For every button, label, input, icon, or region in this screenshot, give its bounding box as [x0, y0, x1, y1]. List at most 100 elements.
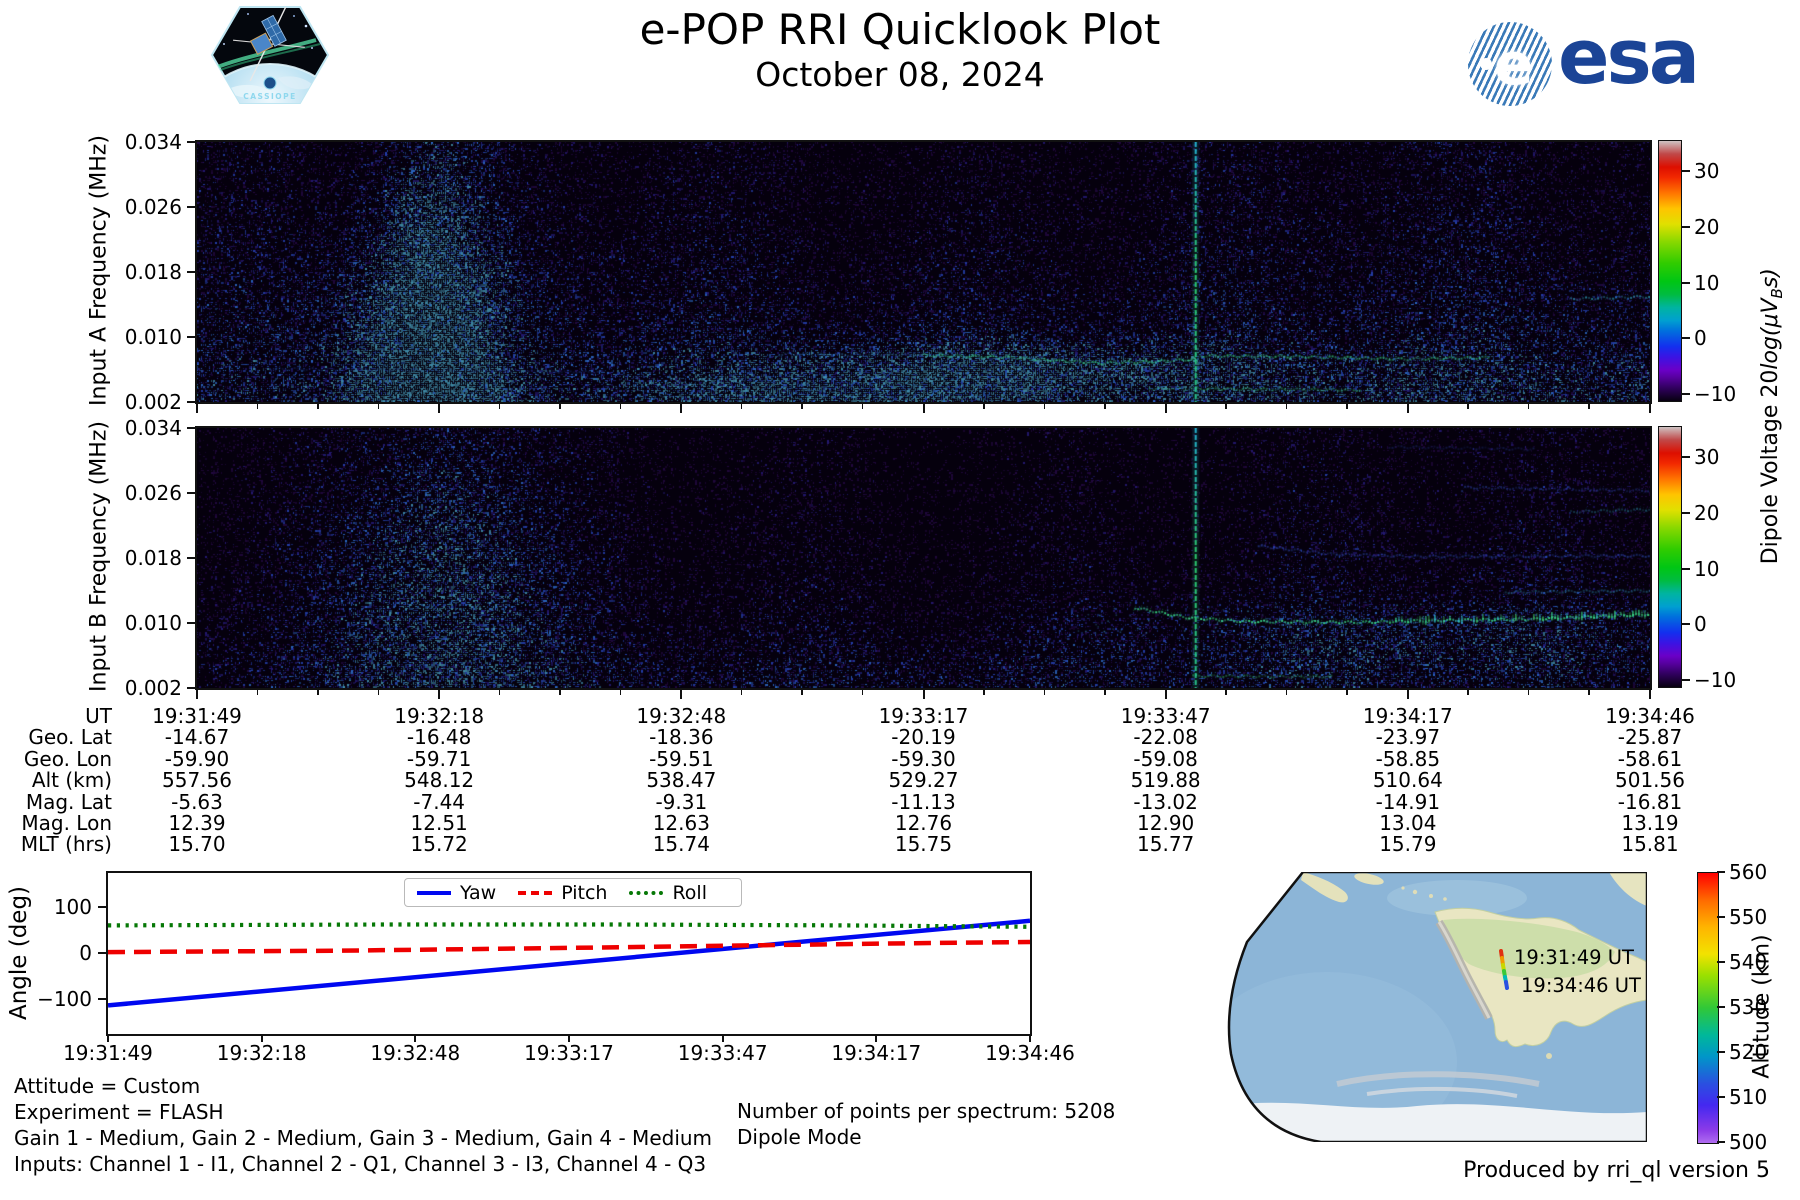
ephemeris-value: 19:34:17 [1362, 704, 1453, 728]
colorbar-tick-a [1682, 393, 1690, 396]
angle-x-tick-label: 19:33:17 [524, 1041, 614, 1065]
time-tick-b [1225, 690, 1227, 695]
time-tick-a [922, 404, 925, 413]
freq-tick-label-b: 0.002 [124, 676, 182, 700]
ephemeris-value: -13.02 [1133, 789, 1198, 814]
legend-sample-yaw [417, 890, 451, 895]
angle-x-tick-label: 19:32:48 [370, 1041, 461, 1065]
ephemeris-row-label: Mag. Lat [25, 789, 112, 814]
colorbar-tick-a [1682, 225, 1690, 228]
time-tick-a [619, 404, 622, 409]
ephemeris-value: 13.04 [1379, 811, 1437, 835]
angle-x-tick-label: 19:33:47 [677, 1041, 768, 1065]
colorbar-tick-label-b: 10 [1694, 556, 1720, 581]
ephemeris-value: 15.70 [168, 832, 226, 857]
esa-globe-dot [1480, 58, 1492, 70]
time-tick-a [740, 404, 743, 409]
colorbar-tick-label-a: −10 [1694, 382, 1737, 407]
ephemeris-value: -23.97 [1375, 725, 1441, 750]
legend-label-yaw: Yaw [460, 881, 497, 904]
time-tick-b [861, 690, 864, 695]
time-tick-a [1406, 404, 1409, 413]
angle-y-tick [98, 952, 106, 954]
colorbar-tick-label-a: 30 [1694, 158, 1720, 183]
info-left-line: Gain 1 - Medium, Gain 2 - Medium, Gain 3… [14, 1126, 713, 1150]
angle-x-tick-label: 19:31:49 [63, 1041, 153, 1065]
colorbar-tick-b [1682, 567, 1690, 570]
time-tick-b [983, 690, 985, 695]
ephemeris-value: -20.19 [891, 725, 956, 750]
colorbar-tick-label-b: −10 [1694, 668, 1737, 693]
time-tick-a [1104, 404, 1106, 409]
freq-tick-a [187, 336, 197, 338]
ephemeris-value: 12.90 [1137, 811, 1195, 835]
ephemeris-value: 15.77 [1137, 832, 1195, 857]
plot-date: October 08, 2024 [755, 55, 1045, 94]
info-left-line: Experiment = FLASH [14, 1100, 224, 1124]
freq-tick-label-a: 0.018 [124, 260, 182, 284]
ephemeris-row-label: UT [85, 704, 112, 728]
freq-tick-b [187, 427, 197, 429]
colorbar-tick-a [1682, 337, 1690, 340]
time-tick-b [1527, 690, 1530, 695]
freq-tick-a [187, 206, 197, 208]
ephemeris-value: -58.85 [1375, 746, 1441, 771]
info-left-line: Inputs: Channel 1 - I1, Channel 2 - Q1, … [14, 1152, 707, 1176]
angle-x-tick [1029, 1034, 1031, 1042]
ephemeris-value: -59.90 [164, 746, 230, 771]
angle-x-tick [414, 1034, 417, 1042]
map-track-end-label: 19:34:46 UT [1521, 974, 1641, 997]
time-tick-b [1649, 690, 1651, 699]
ephemeris-value: -18.36 [649, 725, 714, 750]
altitude-colorbar-tick-label: 520 [1729, 1040, 1768, 1064]
ground-track-segment [1504, 980, 1509, 990]
credit-line: Produced by rri_ql version 5 [1463, 1158, 1770, 1183]
freq-tick-label-a: 0.034 [124, 130, 182, 154]
ephemeris-value: -11.13 [891, 789, 956, 814]
angle-chart-legend: Yaw Pitch Roll [404, 878, 742, 907]
ephemeris-value: 519.88 [1130, 768, 1201, 793]
freq-tick-label-b: 0.010 [124, 611, 182, 635]
ephemeris-value: 557.56 [162, 768, 232, 793]
colorbar-tick-a [1682, 169, 1690, 172]
time-tick-b [1346, 690, 1348, 695]
time-tick-a [498, 404, 501, 409]
ephemeris-value: 529.27 [888, 768, 959, 793]
ephemeris-value: 19:34:46 [1605, 704, 1695, 728]
info-right-line: Number of points per spectrum: 5208 [737, 1099, 1116, 1123]
ephemeris-value: 19:33:47 [1120, 704, 1211, 728]
spectrogram-panel-a-frame [195, 140, 1652, 404]
ephemeris-row-label: Alt (km) [31, 768, 112, 793]
time-tick-b [1164, 690, 1167, 699]
time-tick-b [377, 690, 380, 695]
time-tick-a [680, 404, 683, 413]
ephemeris-value: -5.63 [171, 789, 223, 814]
spectrogram-panel-b-frame [195, 426, 1652, 690]
time-tick-a [1588, 404, 1590, 409]
angle-x-tick [260, 1034, 263, 1042]
colorbar-label-sub: B [1768, 288, 1787, 299]
colorbar-tick-a [1682, 281, 1690, 284]
ephemeris-value: 19:33:17 [878, 704, 969, 728]
ephemeris-value: 19:32:18 [394, 704, 485, 728]
colorbar-tick-b [1682, 455, 1690, 458]
colorbar-tick-b [1682, 511, 1690, 514]
time-tick-a [861, 404, 864, 409]
dipole-colorbar-b [1658, 426, 1682, 688]
freq-tick-label-b: 0.034 [124, 416, 182, 440]
ephemeris-value: 12.51 [410, 811, 468, 835]
ephemeris-value: -16.81 [1617, 789, 1683, 814]
ephemeris-value: -59.51 [649, 746, 714, 771]
time-tick-b [498, 690, 501, 695]
time-tick-a [1043, 404, 1046, 409]
altitude-colorbar-tick-label: 550 [1729, 905, 1768, 929]
altitude-colorbar-tick [1717, 961, 1725, 963]
angle-x-tick [107, 1034, 109, 1042]
legend-label-roll: Roll [672, 881, 707, 904]
angle-series-roll [108, 922, 1030, 929]
page-title: e-POP RRI Quicklook Plot [639, 5, 1161, 54]
colorbar-tick-label-a: 10 [1694, 270, 1720, 295]
esa-wordmark: esa [1558, 12, 1700, 101]
colorbar-tick-label-a: 0 [1694, 326, 1707, 351]
ephemeris-value: 15.79 [1379, 832, 1437, 857]
